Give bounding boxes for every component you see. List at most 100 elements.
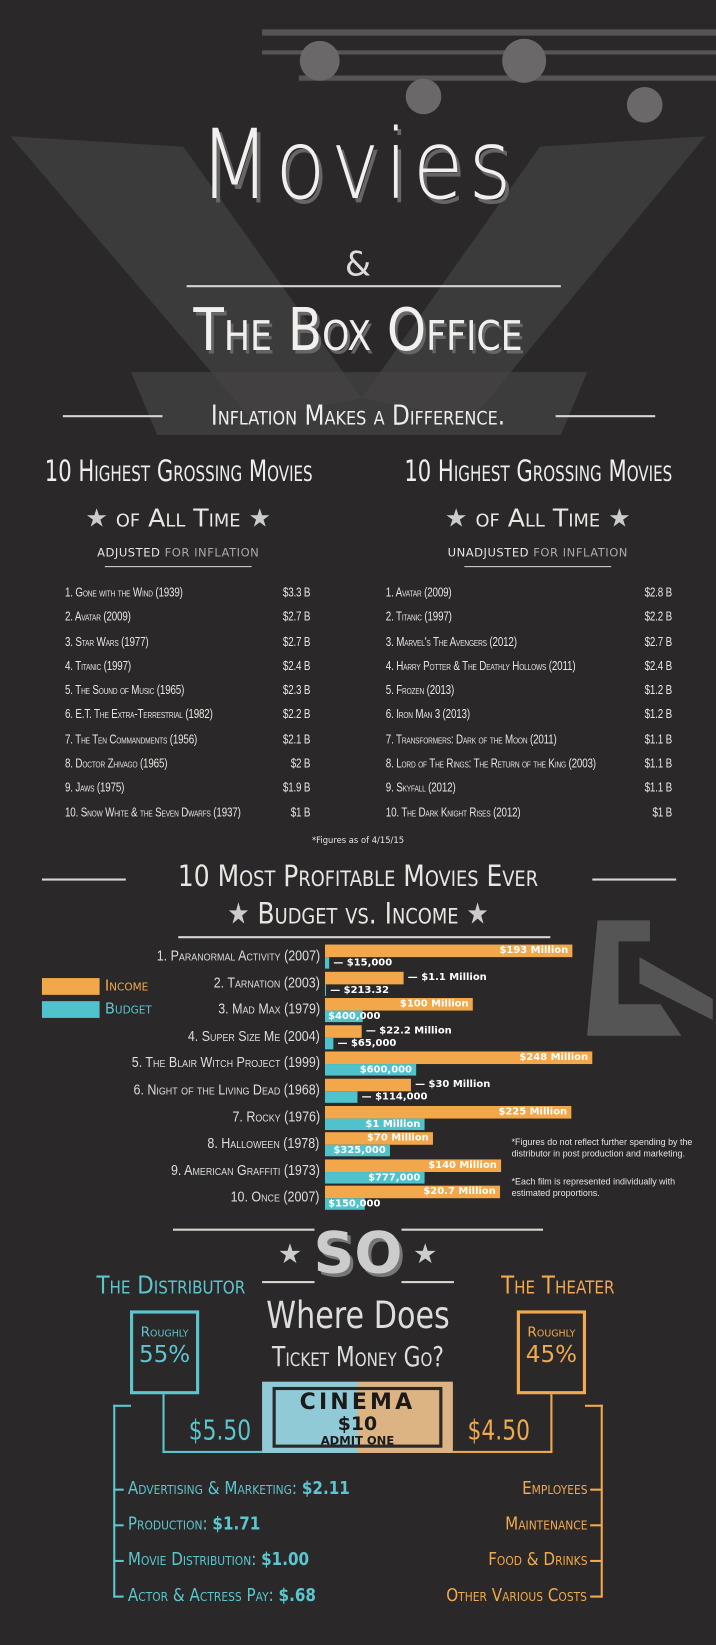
ranking-item: 1. Gone with the Wind (1939) $3.3 B [65, 585, 310, 609]
bar-category-label: 5. The Blair Witch Project (1999) [131, 1053, 320, 1071]
legend-budget-label: Budget [104, 1001, 152, 1018]
adjusted-list: 1. Gone with the Wind (1939) $3.3 B 2. Ava… [65, 585, 310, 829]
cost-label: Production: [127, 1513, 213, 1535]
theater-cost-item: Employees [521, 1478, 588, 1500]
gross-value: $1.9 B [282, 780, 311, 796]
bar-row: 9. American Graffiti (1973) $140 Million $… [0, 1158, 716, 1185]
income-value-label: $70 Million [366, 1132, 429, 1144]
chart-title: 10 Most Profitable Movies Ever [177, 858, 539, 894]
cost-value: $1.71 [212, 1513, 261, 1535]
ranking-item: 7. The Ten Commandments (1956) $2.1 B [65, 731, 310, 755]
cost-value: $1.00 [261, 1549, 310, 1571]
cost-label: Actor & Actress Pay: [127, 1585, 279, 1607]
movie-title: 10. The Dark Knight Rises (2012) [385, 804, 521, 820]
budget-value-label: — $15,000 [333, 957, 393, 969]
adjusted-heading: 10 Highest Grossing Movies [44, 453, 313, 489]
theater-title: The Theater [501, 1270, 615, 1300]
budget-bar [324, 1037, 334, 1050]
ampersand: & [344, 244, 372, 285]
income-bar [324, 998, 473, 1011]
income-value-label: $248 Million [519, 1051, 589, 1064]
bar-row: 8. Halloween (1978) $70 Million $325,000 [0, 1131, 716, 1158]
where-does: Where Does [266, 1294, 450, 1338]
budget-bar [324, 1091, 358, 1103]
budget-value-label: $777,000 [368, 1171, 421, 1184]
distributor-cost-item: Movie Distribution: $1.00 [128, 1549, 309, 1570]
gross-value: $2.8 B [644, 584, 673, 600]
movie-title: 9. Jaws (1975) [64, 780, 125, 796]
connector-tick [113, 1488, 124, 1491]
ranking-item: 10. The Dark Knight Rises (2012) $1 B [386, 805, 672, 829]
connector-tick [590, 1595, 602, 1598]
movie-title: 10. Snow White & the Seven Dwarfs (1937) [64, 804, 241, 820]
theater-box: Roughly 45% [516, 1310, 587, 1395]
legend-income-swatch [41, 978, 100, 995]
ranking-item: 10. Snow White & the Seven Dwarfs (1937)… [65, 805, 310, 829]
budget-value-label: — $65,000 [337, 1037, 397, 1050]
cost-value: $2.11 [301, 1478, 350, 1500]
income-bar [324, 1051, 593, 1065]
distributor-cost-item: Production: $1.71 [128, 1514, 260, 1535]
ranking-item: 6. E.T. The Extra-Terrestrial (1982) $2.2… [65, 707, 310, 731]
gross-value: $2.1 B [282, 731, 311, 747]
income-value-label: $193 Million [499, 944, 569, 957]
movie-title: 7. The Ten Commandments (1956) [64, 731, 198, 747]
gross-value: $2.7 B [644, 633, 673, 649]
figures-note: *Figures as of 4/15/15 [311, 835, 405, 845]
movie-title: 1. Gone with the Wind (1939) [64, 584, 183, 600]
bar-row: 2. Tarnation (2003) — $1.1 Million — $213.… [0, 970, 716, 997]
movie-title: 5. The Sound of Music (1965) [64, 682, 185, 698]
bar-category-label: 10. Once (2007) [230, 1188, 320, 1205]
bar-row: 1. Paranormal Activity (2007) $193 Millio… [0, 943, 716, 970]
movie-title: 9. Skyfall (2012) [385, 780, 456, 796]
ranking-item: 5. The Sound of Music (1965) $2.3 B [65, 683, 310, 707]
budget-bar [324, 1118, 425, 1130]
gross-value: $2 B [290, 755, 311, 771]
cost-label: Movie Distribution: [127, 1549, 262, 1571]
gross-value: $2.7 B [282, 633, 311, 649]
unadjusted-heading-2: ★ of All Time ★ [444, 503, 631, 533]
connector-tick [590, 1524, 602, 1527]
connector-tick [113, 1559, 124, 1562]
gross-value: $1.2 B [644, 707, 673, 722]
ranking-item: 7. Transformers: Dark of the Moon (2011)… [386, 731, 672, 755]
movie-title: 3. Star Wars (1977) [64, 633, 149, 649]
movie-title: 2. Titanic (1997) [385, 609, 452, 625]
bar-category-label: 8. Halloween (1978) [207, 1134, 320, 1152]
theater-amount: $4.50 [467, 1415, 530, 1447]
ranking-item: 2. Avatar (2009) $2.7 B [65, 609, 310, 633]
gross-value: $1 B [290, 804, 311, 820]
gross-value: $1.2 B [644, 682, 673, 698]
budget-value-label: — $114,000 [361, 1091, 428, 1103]
unadjusted-note: unadjusted for inflation [447, 546, 628, 560]
income-value-label: $20.7 Million [423, 1186, 496, 1198]
ranking-item: 5. Frozen (2013) $1.2 B [386, 683, 672, 707]
main-title: Movies [199, 109, 517, 222]
theater-cost-item: Maintenance [504, 1513, 588, 1535]
main-title-2: The Box Office [193, 296, 523, 365]
bar-category-label: 3. Mad Max (1979) [217, 1000, 320, 1018]
ranking-item: 4. Titanic (1997) $2.4 B [65, 658, 310, 682]
cinema-ticket: CINEMA $10 ADMIT ONE [262, 1381, 453, 1453]
ranking-item: 1. Avatar (2009) $2.8 B [386, 585, 672, 609]
movie-title: 4. Harry Potter & The Deathly Hollows (2… [385, 658, 576, 673]
bar-category-label: 4. Super Size Me (2004) [187, 1027, 320, 1044]
income-value-label: $225 Million [498, 1105, 568, 1118]
income-bar [324, 1186, 501, 1199]
spotlight-decoration [10, 29, 716, 436]
movie-title: 7. Transformers: Dark of the Moon (2011) [385, 731, 557, 747]
ticket-money: Ticket Money Go? [272, 1341, 444, 1374]
bar-chart: 1. Paranormal Activity (2007) $193 Millio… [0, 943, 716, 1211]
bar-row: 7. Rocky (1976) $225 Million $1 Million [0, 1104, 716, 1131]
so-heading: SO [313, 1220, 403, 1287]
chart-subtitle: ★ Budget vs. Income ★ [227, 896, 489, 931]
adjusted-note: adjusted for inflation [97, 546, 260, 560]
income-value-label: — $30 Million [415, 1078, 491, 1091]
gross-value: $1 B [652, 804, 672, 820]
camera-decoration [587, 920, 713, 1036]
ranking-item: 8. Lord of The Rings: The Return of the … [386, 756, 672, 780]
connector-tick [113, 1595, 124, 1598]
movie-title: 6. Iron Man 3 (2013) [385, 707, 470, 722]
theater-cost-item: Other Various Costs [446, 1585, 588, 1607]
